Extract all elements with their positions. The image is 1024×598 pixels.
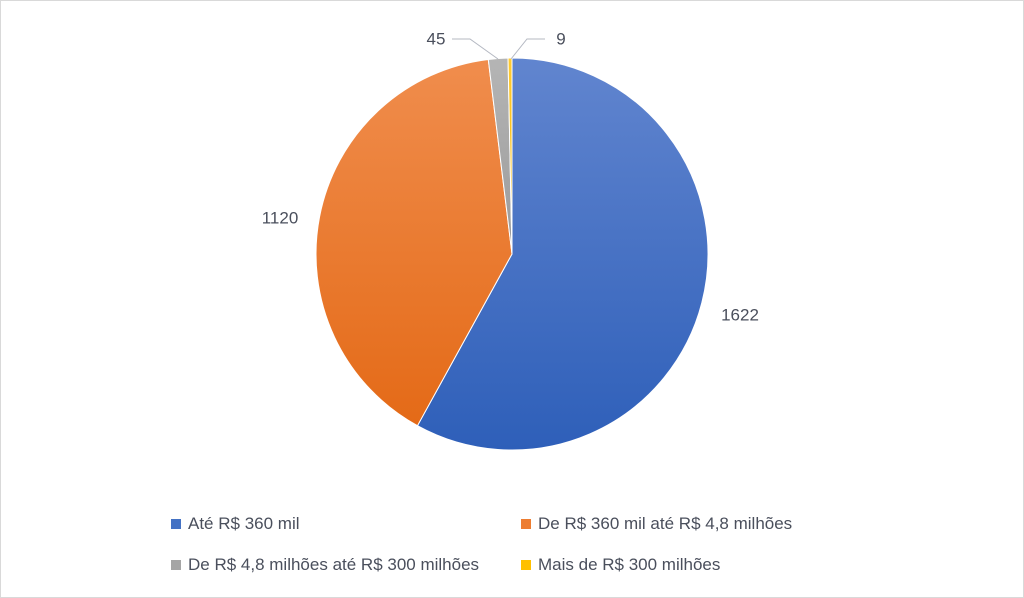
data-label: 45 — [427, 29, 446, 48]
data-label: 1120 — [262, 208, 299, 227]
slice-ate-360-mil — [416, 57, 709, 451]
slice-360-mil-a-4-8-milhoes — [315, 58, 513, 427]
leader-line — [452, 38, 499, 60]
data-label: 1622 — [721, 305, 759, 324]
data-label: 9 — [556, 29, 565, 48]
leader-line — [510, 38, 545, 60]
